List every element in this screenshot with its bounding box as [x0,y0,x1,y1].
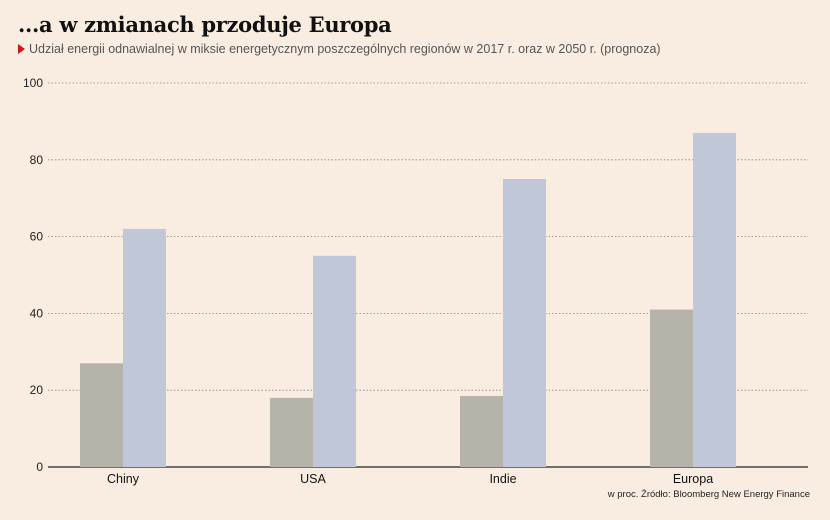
source-note: w proc. Źródło: Bloomberg New Energy Fin… [607,489,810,500]
y-tick-label: 100 [23,76,43,90]
bar [650,309,693,467]
bar [693,132,736,468]
triangle-marker-icon [18,44,25,54]
bar [270,397,313,467]
bars [80,132,736,468]
y-tick-label: 60 [30,230,44,244]
x-axis-ticks: Chiny USA Indie Europa [107,472,713,486]
y-tick-label: 40 [30,306,44,320]
x-tick-label: Chiny [107,472,140,486]
y-tick-label: 80 [30,153,44,167]
x-tick-label: Indie [489,472,516,486]
bar [460,395,503,467]
bar [313,255,356,467]
bar [503,179,546,467]
x-tick-label: Europa [673,472,713,486]
chart-subtitle: Udział energii odnawialnej w miksie ener… [18,42,661,56]
chart-title: ...a w zmianach przoduje Europa [18,12,392,37]
chart-subtitle-text: Udział energii odnawialnej w miksie ener… [29,42,661,56]
y-tick-label: 0 [36,460,43,474]
bar [123,228,166,467]
y-tick-label: 20 [30,383,44,397]
bar [80,363,123,467]
x-tick-label: USA [300,472,326,486]
y-axis-ticks: 0 20 40 60 80 100 [23,76,43,474]
